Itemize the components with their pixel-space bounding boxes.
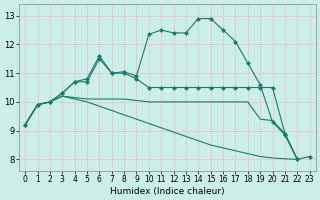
X-axis label: Humidex (Indice chaleur): Humidex (Indice chaleur) — [110, 187, 225, 196]
